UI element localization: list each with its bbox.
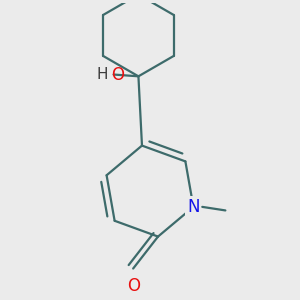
Text: H: H bbox=[97, 67, 108, 82]
Text: O: O bbox=[127, 278, 140, 296]
Text: N: N bbox=[187, 198, 200, 216]
Text: O: O bbox=[111, 65, 124, 83]
